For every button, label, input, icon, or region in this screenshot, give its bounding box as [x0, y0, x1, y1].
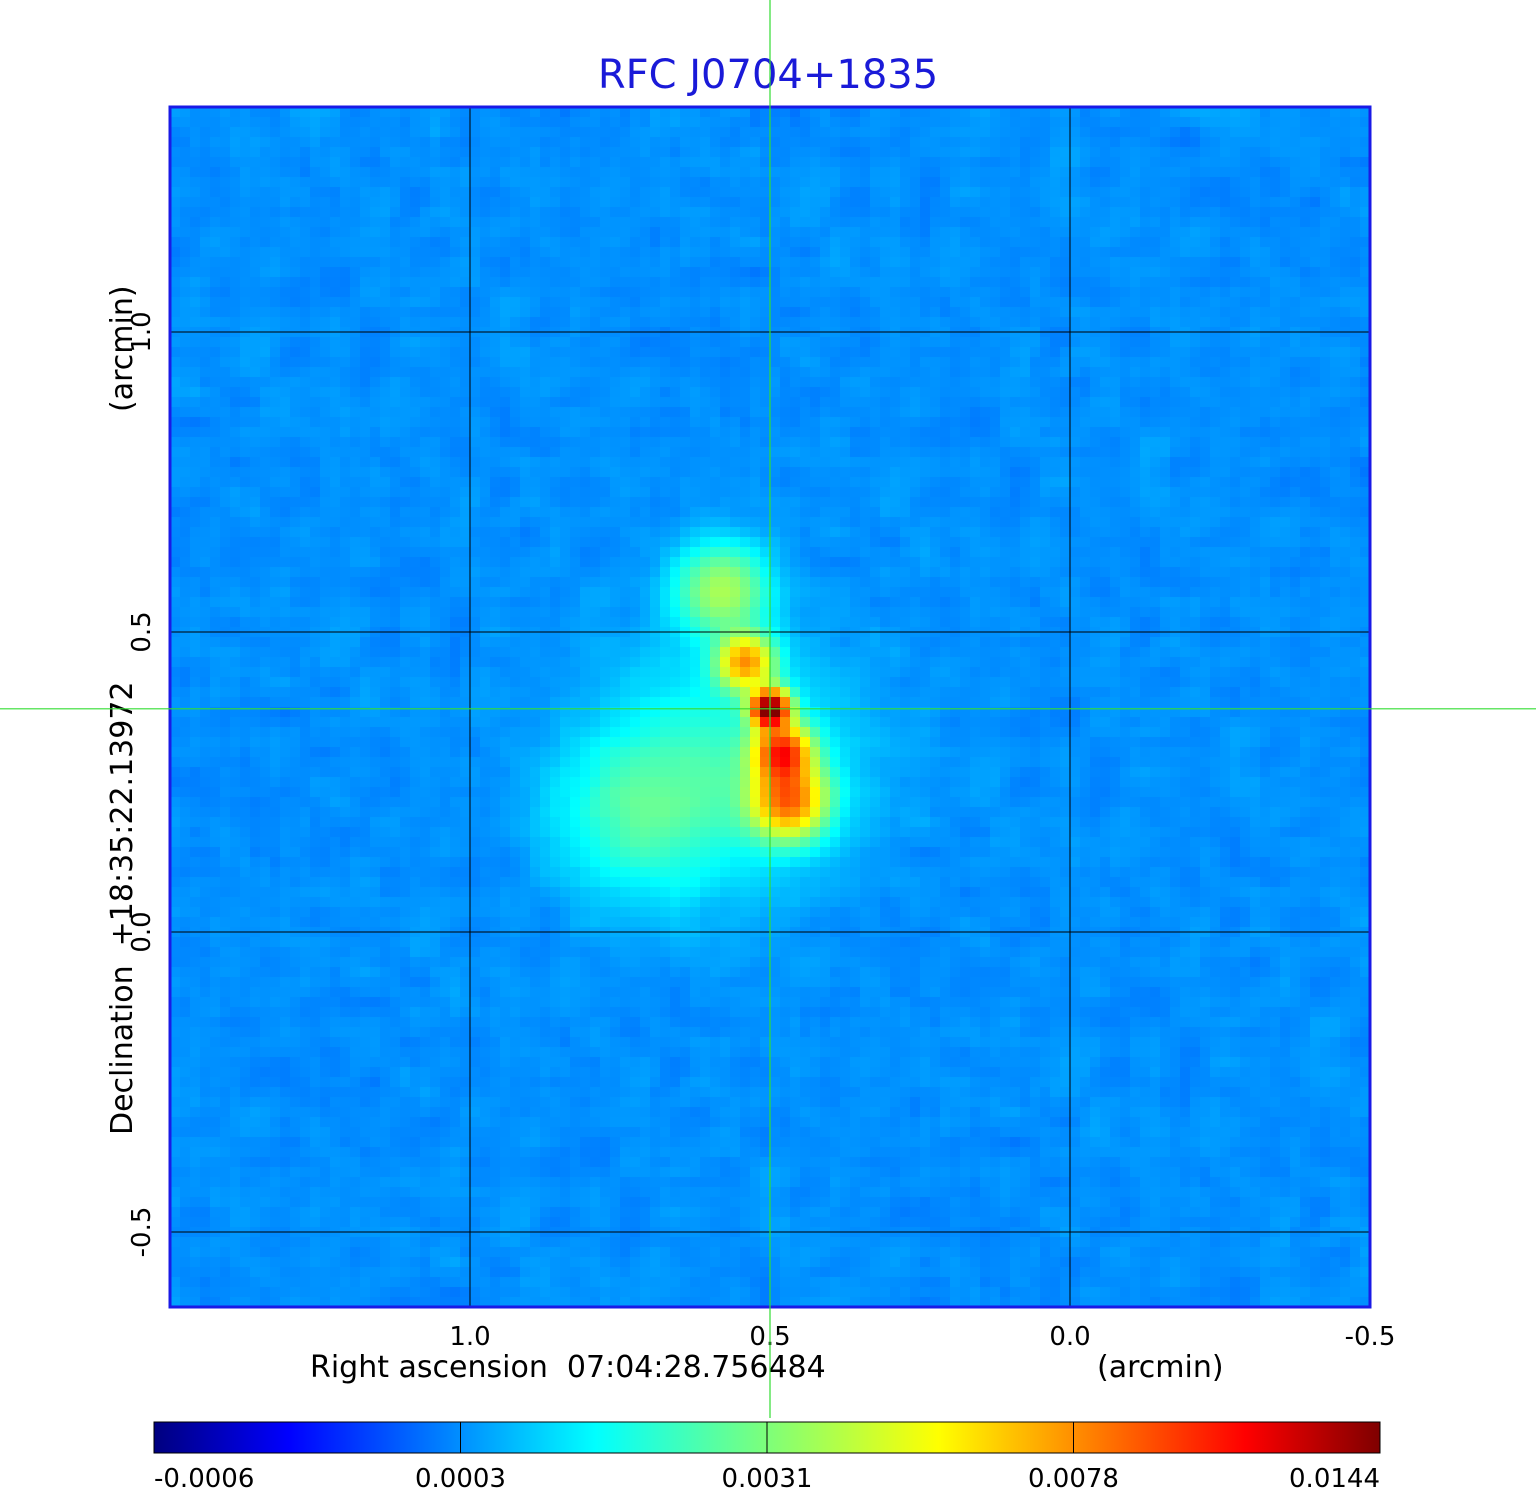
x-tick-label-3: -0.5 [1345, 1322, 1396, 1352]
x-axis-unit: (arcmin) [1097, 1350, 1224, 1385]
x-tick-label-0: 1.0 [449, 1322, 490, 1352]
colorbar-tick-label-3: 0.0078 [1028, 1464, 1119, 1494]
y-tick-label-3: -0.5 [127, 1207, 157, 1258]
crosshair [0, 0, 1536, 1418]
y-tick-label-0: 1.0 [127, 311, 157, 352]
y-tick-label-1: 0.5 [127, 611, 157, 652]
colorbar-tick-label-2: 0.0031 [722, 1464, 813, 1494]
chart-title: RFC J0704+1835 [598, 52, 938, 98]
colorbar-tick-label-4: 0.0144 [1289, 1464, 1380, 1494]
x-axis-tick-labels: 1.0 0.5 0.0 -0.5 [449, 1322, 1395, 1352]
y-tick-label-2: 0.0 [127, 911, 157, 952]
colorbar-tick-label-0: -0.0006 [154, 1464, 254, 1494]
y-axis-label: Declination +18:35:22.13972 [105, 681, 140, 1135]
colorbar-tick-labels: -0.0006 0.0003 0.0031 0.0078 0.0144 [153, 1422, 1381, 1494]
x-tick-label-2: 0.0 [1049, 1322, 1090, 1352]
y-axis-unit: (arcmin) [105, 285, 140, 412]
y-axis-tick-labels: 1.0 0.5 0.0 -0.5 [127, 311, 157, 1257]
colorbar-tick-label-1: 0.0003 [415, 1464, 506, 1494]
x-axis-label: Right ascension 07:04:28.756484 [310, 1350, 826, 1385]
colorbar: -0.0006 0.0003 0.0031 0.0078 0.0144 [153, 1421, 1381, 1494]
